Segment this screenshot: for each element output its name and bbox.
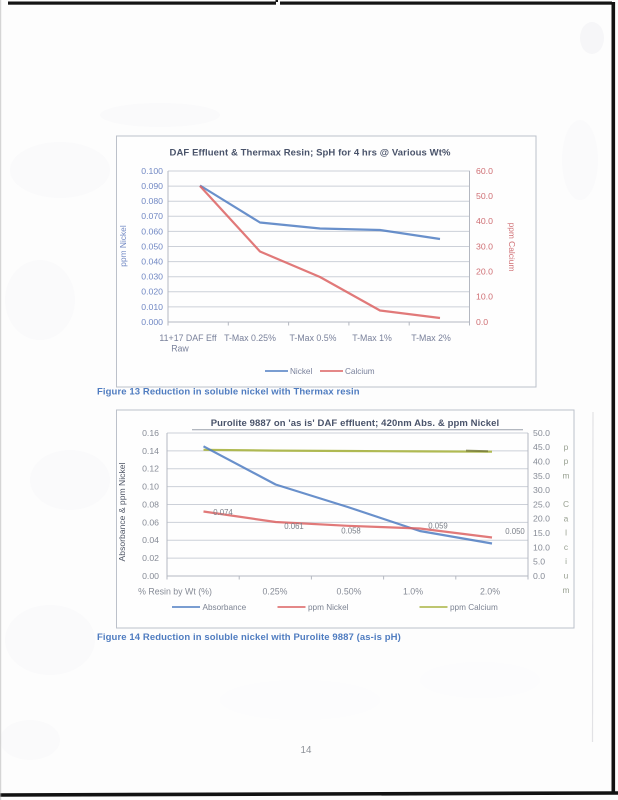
svg-text:2.0%: 2.0% xyxy=(480,587,500,597)
svg-text:0.12: 0.12 xyxy=(142,464,159,474)
svg-text:Nickel: Nickel xyxy=(290,367,312,376)
svg-text:0.04: 0.04 xyxy=(142,535,159,545)
svg-text:Figure 14 Reduction in soluble: Figure 14 Reduction in soluble nickel wi… xyxy=(97,632,401,643)
svg-text:T-Max 0.25%: T-Max 0.25% xyxy=(224,333,276,343)
svg-text:0.0: 0.0 xyxy=(476,317,488,327)
svg-text:10.0: 10.0 xyxy=(476,292,493,302)
svg-text:0.16: 0.16 xyxy=(142,428,159,438)
svg-text:Purolite 9887 on 'as is' DAF e: Purolite 9887 on 'as is' DAF effluent; 4… xyxy=(211,418,500,429)
svg-text:T-Max 2%: T-Max 2% xyxy=(411,333,451,343)
svg-text:20.0: 20.0 xyxy=(533,514,550,524)
svg-text:0.02: 0.02 xyxy=(142,553,159,563)
svg-text:50.0: 50.0 xyxy=(533,428,550,438)
svg-text:ppm Calcium: ppm Calcium xyxy=(507,223,517,272)
svg-text:0.050: 0.050 xyxy=(141,241,163,251)
svg-text:0.074: 0.074 xyxy=(213,508,233,517)
svg-text:m: m xyxy=(563,585,570,595)
svg-text:0.040: 0.040 xyxy=(141,257,163,267)
svg-text:5.0: 5.0 xyxy=(533,557,545,567)
svg-text:C: C xyxy=(563,499,569,509)
svg-text:14: 14 xyxy=(301,745,312,756)
svg-text:Absorbance: Absorbance xyxy=(203,603,247,612)
svg-text:DAF Effluent & Thermax Resin;: DAF Effluent & Thermax Resin; SpH for 4 … xyxy=(170,148,451,159)
svg-text:0.10: 0.10 xyxy=(142,482,159,492)
svg-text:35.0: 35.0 xyxy=(533,471,550,481)
svg-text:ppm Nickel: ppm Nickel xyxy=(308,603,349,612)
svg-text:i: i xyxy=(565,556,567,566)
svg-text:Absorbance & ppm Nickel: Absorbance & ppm Nickel xyxy=(117,462,127,561)
svg-text:Figure 13 Reduction in soluble: Figure 13 Reduction in soluble nickel wi… xyxy=(97,387,360,398)
svg-text:0.059: 0.059 xyxy=(428,522,448,531)
svg-text:0.058: 0.058 xyxy=(341,527,361,536)
svg-text:0.050: 0.050 xyxy=(505,527,525,536)
svg-text:10.0: 10.0 xyxy=(533,542,550,552)
svg-text:0.020: 0.020 xyxy=(141,287,163,297)
svg-text:0.50%: 0.50% xyxy=(337,587,362,597)
svg-text:u: u xyxy=(564,571,569,581)
svg-text:% Resin by Wt (%): % Resin by Wt (%) xyxy=(138,587,212,597)
svg-text:40.0: 40.0 xyxy=(476,216,493,226)
svg-text:p: p xyxy=(564,442,569,452)
svg-text:0.000: 0.000 xyxy=(141,317,163,327)
svg-text:p: p xyxy=(564,456,569,466)
svg-text:ppm Nickel: ppm Nickel xyxy=(118,225,128,267)
svg-text:0.100: 0.100 xyxy=(141,166,163,176)
svg-text:ppm Calcium: ppm Calcium xyxy=(450,603,498,612)
svg-text:0.00: 0.00 xyxy=(142,571,159,581)
svg-text:0.061: 0.061 xyxy=(284,522,304,531)
svg-text:0.25%: 0.25% xyxy=(263,587,288,597)
svg-text:0.06: 0.06 xyxy=(142,517,159,527)
svg-text:0.080: 0.080 xyxy=(141,196,163,206)
svg-text:30.0: 30.0 xyxy=(533,485,550,495)
svg-text:0.14: 0.14 xyxy=(142,446,159,456)
svg-text:40.0: 40.0 xyxy=(533,457,550,467)
svg-text:m: m xyxy=(563,470,570,480)
svg-text:0.090: 0.090 xyxy=(141,181,163,191)
svg-text:0.08: 0.08 xyxy=(142,499,159,509)
svg-text:50.0: 50.0 xyxy=(476,191,493,201)
svg-text:0.030: 0.030 xyxy=(141,272,163,282)
svg-text:0.010: 0.010 xyxy=(141,302,163,312)
svg-text:c: c xyxy=(564,542,568,552)
svg-text:45.0: 45.0 xyxy=(533,442,550,452)
svg-text:T-Max 0.5%: T-Max 0.5% xyxy=(290,333,337,343)
svg-text:0.0: 0.0 xyxy=(533,571,545,581)
svg-text:1.0%: 1.0% xyxy=(403,587,423,597)
svg-text:Raw: Raw xyxy=(171,344,189,354)
svg-text:Calcium: Calcium xyxy=(345,367,375,376)
svg-text:11+17 DAF Eff: 11+17 DAF Eff xyxy=(159,333,217,343)
svg-text:20.0: 20.0 xyxy=(476,267,493,277)
svg-text:30.0: 30.0 xyxy=(476,241,493,251)
svg-text:60.0: 60.0 xyxy=(476,166,493,176)
svg-text:a: a xyxy=(564,513,569,523)
svg-text:0.060: 0.060 xyxy=(141,226,163,236)
svg-text:l: l xyxy=(565,528,567,538)
svg-text:25.0: 25.0 xyxy=(533,499,550,509)
svg-text:15.0: 15.0 xyxy=(533,528,550,538)
svg-text:T-Max 1%: T-Max 1% xyxy=(352,333,392,343)
svg-text:0.070: 0.070 xyxy=(141,211,163,221)
